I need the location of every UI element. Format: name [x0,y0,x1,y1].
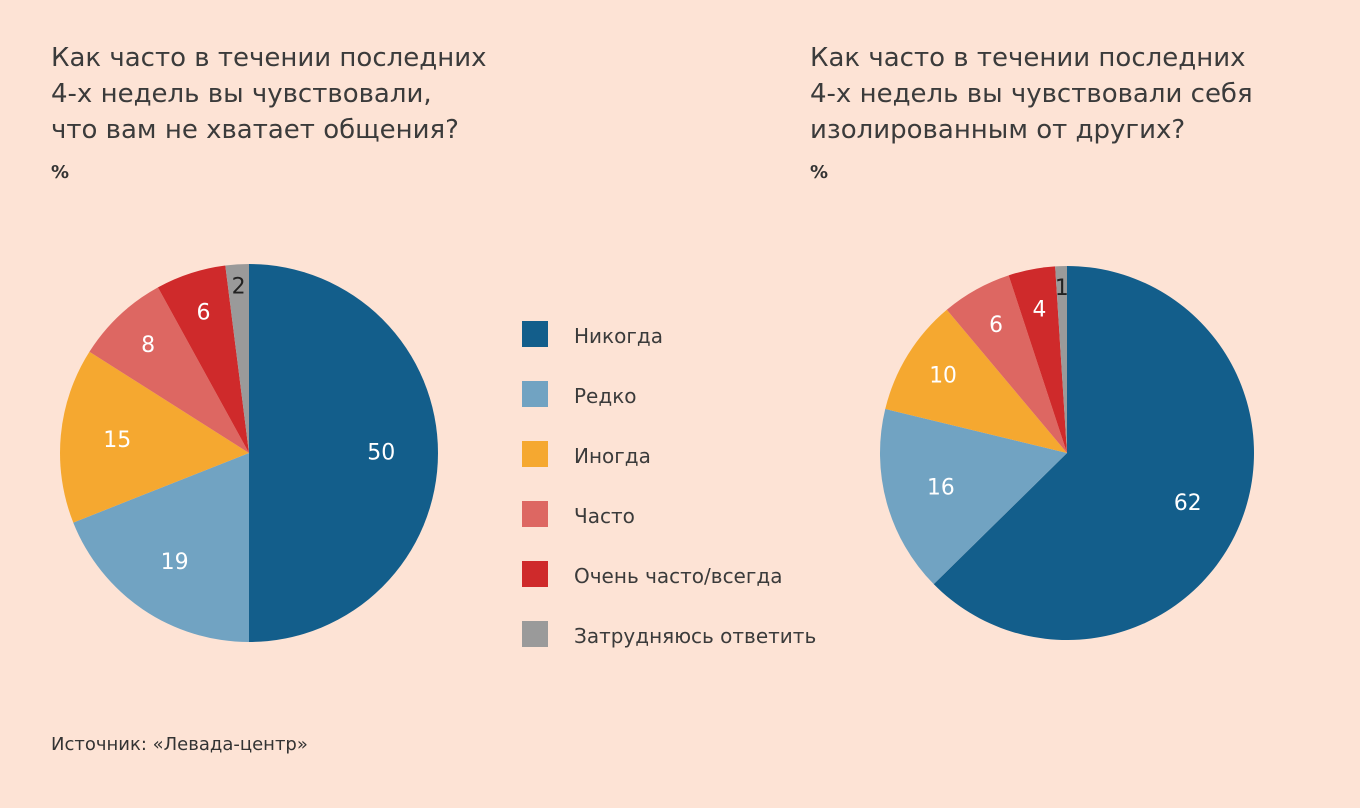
legend-item: Редко [522,366,816,426]
pie-chart-isolation: 62 16 10 6 41 [880,266,1254,640]
data-label: 6 [196,300,210,325]
data-label: 10 [929,364,957,389]
legend-swatch [522,321,548,347]
legend-item: Очень часто/всегда [522,546,816,606]
data-label: 16 [927,475,955,500]
legend-swatch [522,381,548,407]
legend-swatch [522,621,548,647]
legend-swatch [522,441,548,467]
data-label: 62 [1174,491,1202,516]
legend-swatch [522,501,548,527]
pie-slice [946,275,1067,453]
pie-slice [73,453,250,642]
data-label: 15 [103,428,131,453]
data-label: 8 [141,333,155,358]
legend: Никогда Редко Иногда Часто Очень часто/всегд… [522,306,816,666]
data-label: 50 [367,441,395,466]
legend-item: Иногда [522,426,816,486]
source-note: Источник: «Левада-центр» [51,734,308,755]
pie-slice [225,264,249,453]
pie-slice [885,309,1067,453]
legend-label: Затрудняюсь ответить [574,624,817,648]
legend-label: Никогда [574,324,663,348]
chart-2-unit: % [810,162,829,183]
chart-1-unit: % [51,162,70,183]
legend-label: Часто [574,504,635,528]
legend-swatch [522,561,548,587]
legend-label: Иногда [574,444,651,468]
pie-slice [89,287,249,453]
legend-item: Часто [522,486,816,546]
legend-item: Никогда [522,306,816,366]
pie-slice [60,351,249,523]
pie-slice [249,264,438,642]
data-label: 4 [1032,297,1046,322]
chart-2-title: Как часто в течении последних 4-х недель… [810,43,1253,145]
pie-slice [1055,266,1067,453]
chart-1-title: Как часто в течении последних 4-х недель… [51,43,487,145]
pie-slice [880,408,1067,585]
data-label: 19 [161,550,189,575]
data-label: 1 [1055,276,1069,301]
data-label: 2 [232,275,246,300]
data-label: 6 [989,313,1003,338]
legend-label: Редко [574,384,637,408]
pie-slice [1008,266,1067,453]
legend-label: Очень часто/всегда [574,564,783,588]
legend-item: Затрудняюсь ответить [522,606,816,666]
pie-chart-loneliness: 50 19 15 8 62 [60,264,438,642]
pie-slice [933,266,1254,640]
pie-slice [157,265,249,453]
